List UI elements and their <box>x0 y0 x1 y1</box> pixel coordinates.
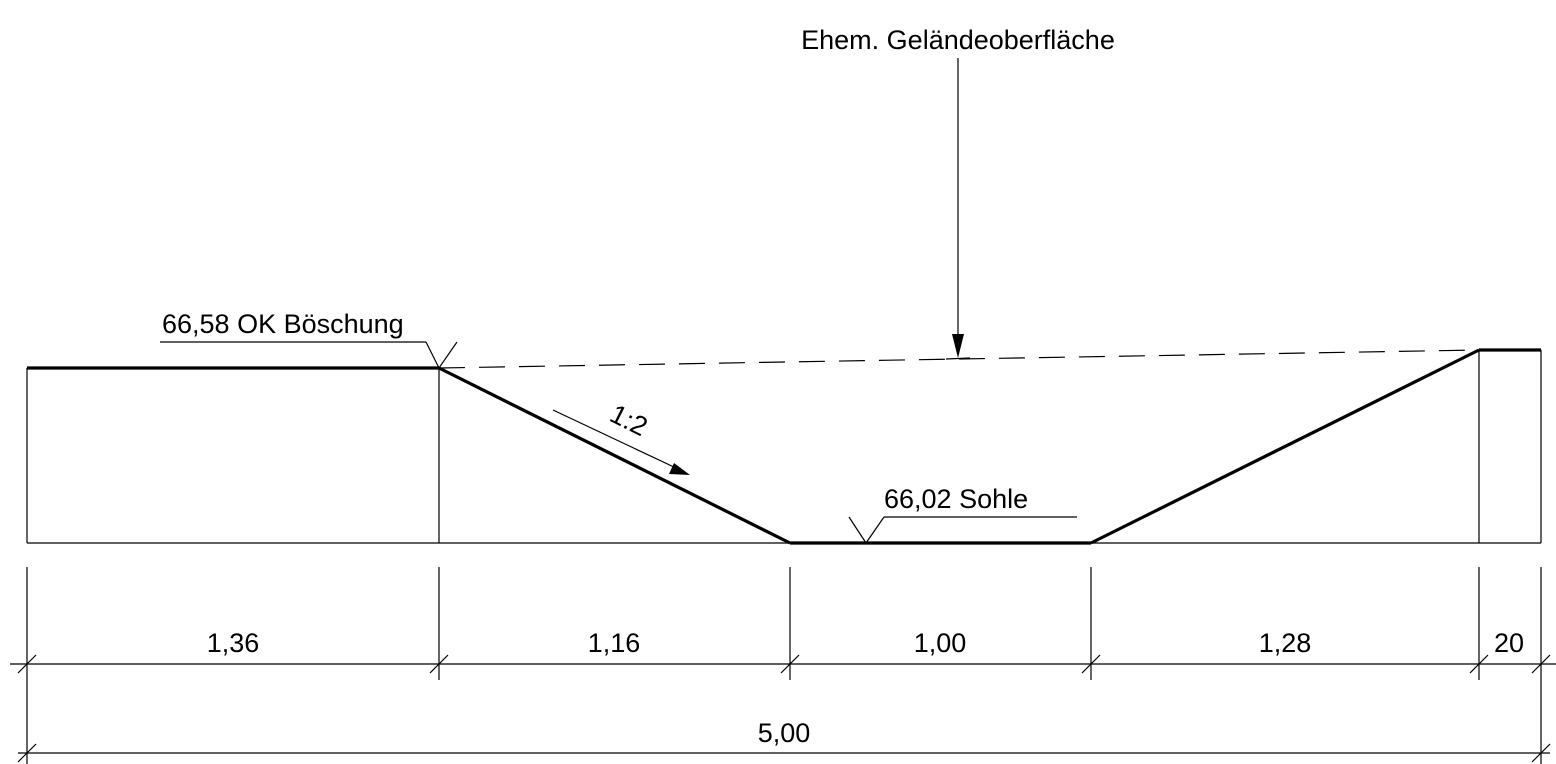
slope-ratio-arrow-shaft <box>552 409 677 469</box>
dimension-value: 1,36 <box>207 628 260 658</box>
slope-ratio-arrowhead <box>669 463 690 475</box>
right-slope-line <box>1090 348 1480 545</box>
bottom-elevation-symbol <box>848 516 885 545</box>
dimension-chain-segments: 1,36 1,16 1,00 1,28 20 <box>10 567 1556 680</box>
dimension-tick <box>1531 743 1551 763</box>
dimension-chain-total: 5,00 <box>17 680 1551 764</box>
top-slope-elevation-symbol <box>425 341 458 370</box>
former-ground-label: Ehem. Geländeoberfläche <box>801 25 1115 55</box>
dimension-tick <box>1469 654 1489 674</box>
dimension-value: 1,28 <box>1259 628 1312 658</box>
dimension-tick <box>780 654 800 674</box>
former-ground-arrowhead <box>952 334 964 358</box>
dimension-value: 20 <box>1494 628 1524 658</box>
dimension-tick <box>429 654 449 674</box>
slope-ratio-label: 1:2 <box>605 399 652 443</box>
dimension-tick <box>17 743 37 763</box>
dimension-value: 1,16 <box>588 628 641 658</box>
former-ground-tick <box>945 357 971 360</box>
dimension-value: 1,00 <box>914 628 967 658</box>
dimension-tick <box>1531 654 1551 674</box>
left-slope-line <box>438 366 791 545</box>
dimension-tick <box>1081 654 1101 674</box>
total-dimension-value: 5,00 <box>758 718 811 748</box>
dimension-tick <box>17 654 37 674</box>
bottom-elevation-label: 66,02 Sohle <box>884 484 1028 514</box>
top-slope-elevation-label: 66,58 OK Böschung <box>162 309 404 339</box>
